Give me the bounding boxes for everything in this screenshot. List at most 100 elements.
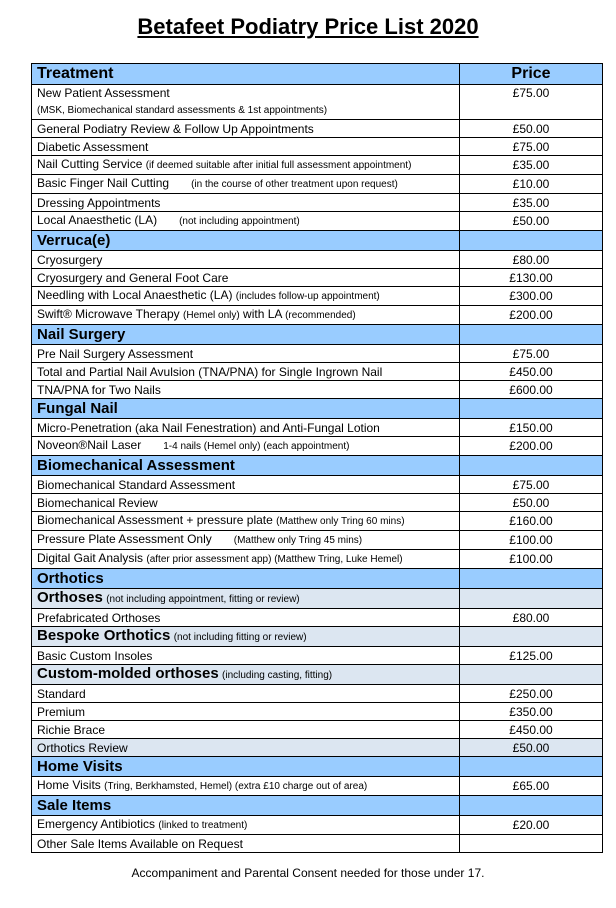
- treatment-column-header: Treatment: [31, 63, 460, 85]
- treatment-cell: Micro-Penetration (aka Nail Fenestration…: [31, 418, 460, 437]
- treatment-label: Richie Brace: [37, 722, 106, 737]
- treatment-label: Verruca(e): [37, 231, 111, 249]
- price-cell: £300.00: [459, 286, 603, 306]
- price-cell: £50.00: [459, 493, 603, 512]
- treatment-label: General Podiatry Review & Follow Up Appo…: [37, 121, 314, 136]
- footer-note: Accompaniment and Parental Consent neede…: [131, 866, 485, 880]
- price-cell: £65.00: [459, 776, 603, 796]
- price-cell: £35.00: [459, 155, 603, 175]
- treatment-label: Bespoke Orthotics: [37, 626, 171, 644]
- treatment-label: Diabetic Assessment: [37, 139, 149, 154]
- treatment-label: Home Visits: [37, 778, 101, 792]
- treatment-note: (Matthew only Tring 45 mins): [233, 535, 363, 546]
- table-row: Pre Nail Surgery Assessment £75.00: [31, 344, 603, 363]
- section-header-row: Biomechanical Assessment: [31, 455, 603, 476]
- treatment-label: Emergency Antibiotics: [37, 817, 156, 831]
- table-row: Local Anaesthetic (LA) (not including app…: [31, 211, 603, 231]
- table-header-row: Treatment Price: [31, 63, 603, 85]
- price-cell: £35.00: [459, 193, 603, 212]
- table-row: Digital Gait Analysis (after prior asses…: [31, 549, 603, 569]
- subsection-header-row: Custom-molded orthoses (including castin…: [31, 664, 603, 685]
- treatment-note: 1-4 nails (Hemel only) (each appointment…: [163, 441, 350, 452]
- table-row: Micro-Penetration (aka Nail Fenestration…: [31, 418, 603, 437]
- treatment-label: Swift® Microwave Therapy: [37, 307, 180, 321]
- treatment-label: Premium: [37, 704, 86, 719]
- table-row: Basic Finger Nail Cutting (in the course …: [31, 174, 603, 194]
- treatment-cell: Digital Gait Analysis (after prior asses…: [31, 549, 460, 569]
- treatment-label: Nail Cutting Service: [37, 157, 143, 171]
- treatment-note: (if deemed suitable after initial full a…: [145, 160, 412, 171]
- price-cell: [459, 626, 603, 647]
- price-cell: £75.00: [459, 344, 603, 363]
- table-row: Biomechanical Review £50.00: [31, 493, 603, 512]
- treatment-note: (linked to treatment): [158, 820, 248, 831]
- treatment-cell: Nail Surgery: [31, 324, 460, 345]
- treatment-cell: Home Visits (Tring, Berkhamsted, Hemel) …: [31, 776, 460, 796]
- treatment-note: (Tring, Berkhamsted, Hemel) (extra £10 c…: [104, 781, 368, 792]
- treatment-label: Custom-molded orthoses: [37, 664, 219, 682]
- treatment-cell: Orthotics: [31, 568, 460, 589]
- treatment-note: (Hemel only): [183, 310, 240, 321]
- price-cell: £50.00: [459, 738, 603, 757]
- treatment-label: Standard: [37, 686, 86, 701]
- table-row: Swift® Microwave Therapy (Hemel only) wi…: [31, 305, 603, 325]
- table-row: Basic Custom Insoles £125.00: [31, 646, 603, 665]
- treatment-label: Biomechanical Assessment + pressure plat…: [37, 513, 273, 527]
- table-row: Cryosurgery and General Foot Care £130.00: [31, 268, 603, 287]
- treatment-cell: Verruca(e): [31, 230, 460, 251]
- treatment-cell: Cryosurgery and General Foot Care: [31, 268, 460, 287]
- table-row: Total and Partial Nail Avulsion (TNA/PNA…: [31, 362, 603, 381]
- treatment-note: (not including appointment): [179, 216, 300, 227]
- table-row: Nail Cutting Service (if deemed suitable…: [31, 155, 603, 175]
- table-row: Prefabricated Orthoses £80.00: [31, 608, 603, 627]
- price-cell: [459, 230, 603, 251]
- section-header-row: Orthotics: [31, 568, 603, 589]
- treatment-cell: Dressing Appointments: [31, 193, 460, 212]
- treatment-label: Needling with Local Anaesthetic (LA): [37, 288, 233, 302]
- table-row: Orthotics Review £50.00: [31, 738, 603, 757]
- table-row: Standard £250.00: [31, 684, 603, 703]
- treatment-label: Orthotics Review: [37, 740, 128, 755]
- treatment-label: New Patient Assessment: [37, 86, 170, 100]
- price-cell: £150.00: [459, 418, 603, 437]
- treatment-label: Other Sale Items Available on Request: [37, 836, 243, 851]
- treatment-cell: Diabetic Assessment: [31, 137, 460, 156]
- treatment-cell: Prefabricated Orthoses: [31, 608, 460, 627]
- table-row: Home Visits (Tring, Berkhamsted, Hemel) …: [31, 776, 603, 796]
- treatment-note: (includes follow-up appointment): [235, 291, 380, 302]
- treatment-label: Biomechanical Review: [37, 495, 158, 510]
- table-row: Emergency Antibiotics (linked to treatme…: [31, 815, 603, 835]
- subsection-header-row: Bespoke Orthotics (not including fitting…: [31, 626, 603, 647]
- price-cell: [459, 455, 603, 476]
- price-cell: £450.00: [459, 362, 603, 381]
- price-cell: £100.00: [459, 530, 603, 550]
- treatment-cell: Sale Items: [31, 795, 460, 816]
- table-row: Needling with Local Anaesthetic (LA) (in…: [31, 286, 603, 306]
- treatment-cell: Fungal Nail: [31, 398, 460, 419]
- treatment-cell: Custom-molded orthoses (including castin…: [31, 664, 460, 685]
- price-cell: £20.00: [459, 815, 603, 835]
- price-cell: £600.00: [459, 380, 603, 399]
- treatment-cell: Local Anaesthetic (LA) (not including app…: [31, 211, 460, 231]
- price-cell: £125.00: [459, 646, 603, 665]
- price-cell: [459, 664, 603, 685]
- price-cell: [459, 795, 603, 816]
- price-column-header: Price: [459, 63, 603, 85]
- price-cell: [459, 324, 603, 345]
- treatment-cell: General Podiatry Review & Follow Up Appo…: [31, 119, 460, 138]
- treatment-cell: Emergency Antibiotics (linked to treatme…: [31, 815, 460, 835]
- treatment-cell: Biomechanical Standard Assessment: [31, 475, 460, 494]
- table-row: Cryosurgery £80.00: [31, 250, 603, 269]
- treatment-label: Pre Nail Surgery Assessment: [37, 346, 194, 361]
- treatment-cell: Biomechanical Assessment + pressure plat…: [31, 511, 460, 531]
- table-row: New Patient Assessment (MSK, Biomechanica…: [31, 84, 603, 120]
- price-cell: £10.00: [459, 174, 603, 194]
- table-row: Richie Brace £450.00: [31, 720, 603, 739]
- treatment-cell: TNA/PNA for Two Nails: [31, 380, 460, 399]
- treatment-cell: Swift® Microwave Therapy (Hemel only) wi…: [31, 305, 460, 325]
- treatment-label: Orthoses: [37, 588, 103, 606]
- treatment-cell: New Patient Assessment (MSK, Biomechanica…: [31, 84, 460, 120]
- table-row: Dressing Appointments £35.00: [31, 193, 603, 212]
- treatment-cell: Bespoke Orthotics (not including fitting…: [31, 626, 460, 647]
- treatment-label: Cryosurgery: [37, 252, 103, 267]
